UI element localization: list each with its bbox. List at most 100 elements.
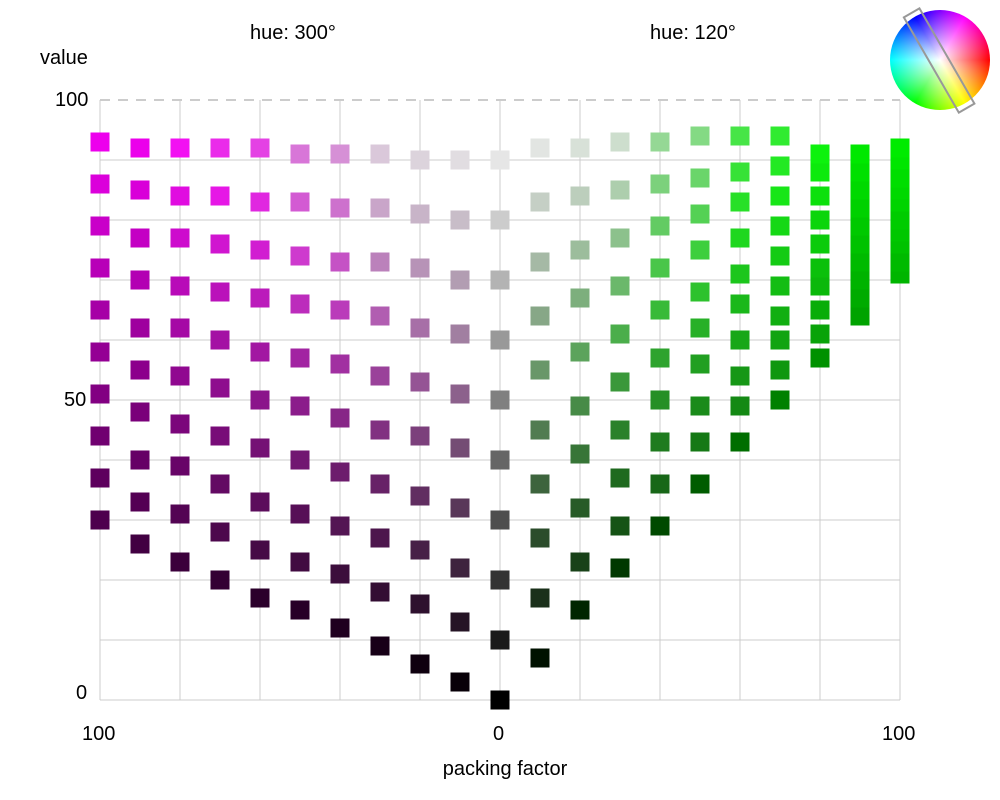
data-point bbox=[90, 342, 110, 362]
data-point bbox=[370, 366, 390, 386]
data-point bbox=[490, 630, 510, 650]
data-point bbox=[370, 198, 390, 218]
data-point bbox=[650, 216, 670, 236]
title-left: hue: 300° bbox=[250, 22, 336, 44]
data-point bbox=[730, 264, 750, 284]
data-point bbox=[490, 690, 510, 710]
data-point bbox=[450, 150, 470, 170]
data-points bbox=[90, 126, 910, 710]
y-axis-label: value bbox=[40, 47, 88, 69]
data-point bbox=[650, 390, 670, 410]
data-point bbox=[410, 372, 430, 392]
data-point bbox=[370, 420, 390, 440]
data-point bbox=[90, 426, 110, 446]
data-point bbox=[730, 228, 750, 248]
data-point bbox=[130, 450, 150, 470]
data-point bbox=[250, 342, 270, 362]
data-point bbox=[850, 216, 870, 236]
data-point bbox=[810, 234, 830, 254]
data-point bbox=[330, 198, 350, 218]
data-point bbox=[370, 582, 390, 602]
x-tick-label-center: 0 bbox=[493, 723, 504, 745]
data-point bbox=[250, 138, 270, 158]
data-point bbox=[130, 228, 150, 248]
data-point bbox=[250, 390, 270, 410]
data-point bbox=[290, 600, 310, 620]
data-point bbox=[690, 354, 710, 374]
data-point bbox=[450, 498, 470, 518]
data-point bbox=[130, 534, 150, 554]
data-point bbox=[570, 444, 590, 464]
data-point bbox=[530, 420, 550, 440]
data-point bbox=[290, 450, 310, 470]
data-point bbox=[210, 282, 230, 302]
data-point bbox=[570, 498, 590, 518]
data-point bbox=[130, 318, 150, 338]
data-point bbox=[850, 198, 870, 218]
data-point bbox=[370, 474, 390, 494]
data-point bbox=[810, 162, 830, 182]
data-point bbox=[450, 438, 470, 458]
data-point bbox=[570, 186, 590, 206]
data-point bbox=[90, 216, 110, 236]
data-point bbox=[570, 342, 590, 362]
data-point bbox=[610, 276, 630, 296]
y-tick-label-0: 0 bbox=[76, 682, 87, 704]
data-point bbox=[730, 330, 750, 350]
data-point bbox=[690, 282, 710, 302]
data-point bbox=[810, 258, 830, 278]
data-point bbox=[530, 588, 550, 608]
data-point bbox=[610, 468, 630, 488]
data-point bbox=[210, 426, 230, 446]
data-point bbox=[130, 360, 150, 380]
data-point bbox=[810, 144, 830, 164]
data-point bbox=[410, 486, 430, 506]
data-point bbox=[690, 396, 710, 416]
data-point bbox=[890, 168, 910, 188]
data-point bbox=[210, 186, 230, 206]
data-point bbox=[650, 258, 670, 278]
data-point bbox=[210, 522, 230, 542]
data-point bbox=[730, 366, 750, 386]
data-point bbox=[290, 192, 310, 212]
data-point bbox=[250, 540, 270, 560]
data-point bbox=[490, 270, 510, 290]
data-point bbox=[490, 330, 510, 350]
data-point bbox=[330, 408, 350, 428]
data-point bbox=[450, 612, 470, 632]
data-point bbox=[850, 270, 870, 290]
data-point bbox=[250, 192, 270, 212]
data-point bbox=[370, 636, 390, 656]
data-point bbox=[330, 354, 350, 374]
data-point bbox=[690, 168, 710, 188]
data-point bbox=[370, 306, 390, 326]
data-point bbox=[770, 390, 790, 410]
data-point bbox=[290, 396, 310, 416]
data-point bbox=[690, 126, 710, 146]
data-point bbox=[770, 126, 790, 146]
data-point bbox=[770, 306, 790, 326]
data-point bbox=[450, 558, 470, 578]
data-point bbox=[490, 450, 510, 470]
data-point bbox=[810, 276, 830, 296]
data-point bbox=[530, 474, 550, 494]
data-point bbox=[650, 132, 670, 152]
data-point bbox=[250, 288, 270, 308]
data-point bbox=[610, 228, 630, 248]
data-point bbox=[850, 234, 870, 254]
data-point bbox=[730, 162, 750, 182]
data-point bbox=[90, 384, 110, 404]
data-point bbox=[650, 300, 670, 320]
data-point bbox=[890, 252, 910, 272]
data-point bbox=[810, 300, 830, 320]
data-point bbox=[890, 210, 910, 230]
data-point bbox=[210, 570, 230, 590]
data-point bbox=[210, 378, 230, 398]
data-point bbox=[610, 558, 630, 578]
data-point bbox=[130, 270, 150, 290]
data-point bbox=[810, 186, 830, 206]
data-point bbox=[770, 246, 790, 266]
data-point bbox=[210, 330, 230, 350]
data-point bbox=[330, 618, 350, 638]
data-point bbox=[410, 654, 430, 674]
